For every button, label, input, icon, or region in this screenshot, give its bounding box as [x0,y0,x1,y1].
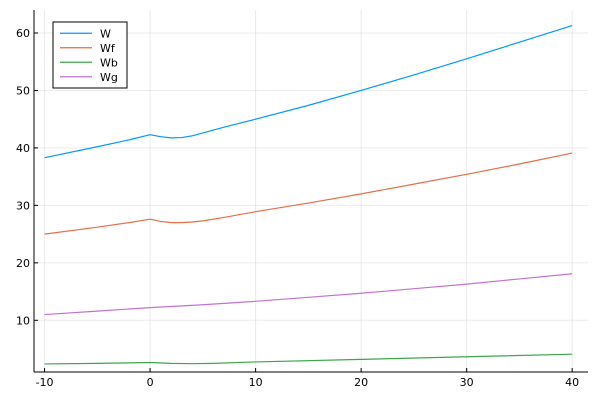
axes: -10 0 10 20 30 40 10 20 30 40 50 60 [16,10,588,389]
series-line-wf [44,152,573,235]
y-tick-label: 10 [16,314,30,327]
y-tick-label: 40 [16,142,30,155]
series-line-w [44,24,573,159]
legend-label-w: W [100,27,111,40]
x-tick-label: 0 [147,376,154,389]
x-tick-label: 40 [565,376,579,389]
x-tick-label: -10 [36,376,54,389]
legend-label-wg: Wg [100,71,118,84]
legend-label-wb: Wb [100,56,118,69]
y-tick-label: 20 [16,257,30,270]
series-line-wb [44,353,573,365]
y-tick-label: 50 [16,84,30,97]
series-line-wg [44,273,573,316]
x-tick-label: 30 [460,376,474,389]
legend-label-wf: Wf [100,42,116,55]
y-tick-label: 60 [16,27,30,40]
x-tick-label: 10 [249,376,263,389]
series-group [44,24,573,365]
y-tick-label: 30 [16,199,30,212]
grid [34,10,588,372]
x-tick-label: 20 [354,376,368,389]
